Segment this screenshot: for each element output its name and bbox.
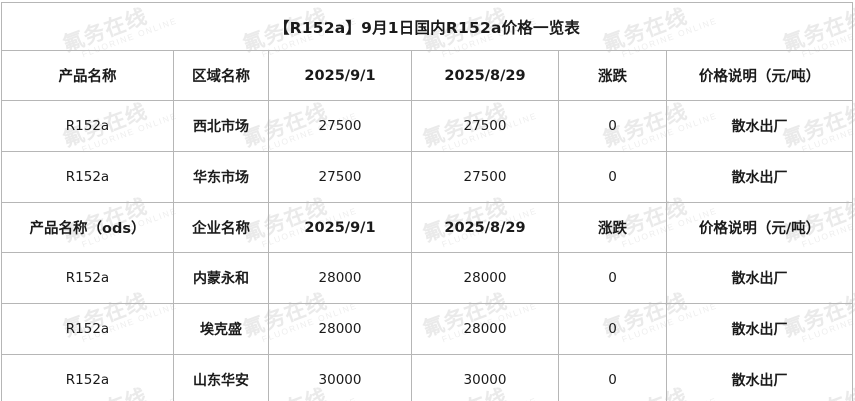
cell-price-previous: 30000 <box>411 354 559 401</box>
cell-company-name: 内蒙永和 <box>173 252 269 304</box>
cell-region-name: 华东市场 <box>173 151 269 203</box>
cell-price-current: 30000 <box>268 354 412 401</box>
cell-region-name: 西北市场 <box>173 100 269 152</box>
column-header-date-previous: 2025/8/29 <box>411 202 559 253</box>
table-row: R152a 华东市场 27500 27500 0 散水出厂 <box>1 151 854 203</box>
cell-price-note: 散水出厂 <box>665 252 854 304</box>
table-row: R152a 西北市场 27500 27500 0 散水出厂 <box>1 100 854 152</box>
cell-price-note: 散水出厂 <box>665 100 854 152</box>
column-header-price-note: 价格说明（元/吨） <box>665 50 854 101</box>
table-row: R152a 山东华安 30000 30000 0 散水出厂 <box>1 354 854 401</box>
cell-change: 0 <box>558 100 667 152</box>
cell-price-note: 散水出厂 <box>665 354 854 401</box>
cell-price-current: 27500 <box>268 100 412 152</box>
column-header-price-note: 价格说明（元/吨） <box>665 202 854 253</box>
cell-product-name: R152a <box>1 354 174 401</box>
cell-price-current: 27500 <box>268 151 412 203</box>
cell-change: 0 <box>558 354 667 401</box>
cell-product-name: R152a <box>1 303 174 355</box>
table-row: R152a 内蒙永和 28000 28000 0 散水出厂 <box>1 252 854 304</box>
column-header-change: 涨跌 <box>558 202 667 253</box>
cell-change: 0 <box>558 252 667 304</box>
cell-price-previous: 28000 <box>411 252 559 304</box>
column-header-company-name: 企业名称 <box>173 202 269 253</box>
cell-price-current: 28000 <box>268 303 412 355</box>
cell-company-name: 埃克盛 <box>173 303 269 355</box>
cell-price-previous: 27500 <box>411 151 559 203</box>
cell-change: 0 <box>558 303 667 355</box>
cell-product-name: R152a <box>1 252 174 304</box>
table-title-row: 【R152a】9月1日国内R152a价格一览表 <box>0 2 854 51</box>
cell-product-name: R152a <box>1 151 174 203</box>
table-row: R152a 埃克盛 28000 28000 0 散水出厂 <box>1 303 854 355</box>
column-header-product-name: 产品名称 <box>1 50 174 101</box>
cell-product-name: R152a <box>1 100 174 152</box>
column-header-region-name: 区域名称 <box>173 50 269 101</box>
table-header-row-1: 产品名称 区域名称 2025/9/1 2025/8/29 涨跌 价格说明（元/吨… <box>1 50 854 101</box>
cell-price-note: 散水出厂 <box>665 151 854 203</box>
column-header-date-previous: 2025/8/29 <box>411 50 559 101</box>
column-header-change: 涨跌 <box>558 50 667 101</box>
cell-price-previous: 28000 <box>411 303 559 355</box>
column-header-date-current: 2025/9/1 <box>268 202 412 253</box>
cell-change: 0 <box>558 151 667 203</box>
cell-price-note: 散水出厂 <box>665 303 854 355</box>
column-header-date-current: 2025/9/1 <box>268 50 412 101</box>
table-header-row-2: 产品名称（ods） 企业名称 2025/9/1 2025/8/29 涨跌 价格说… <box>1 202 854 253</box>
cell-company-name: 山东华安 <box>173 354 269 401</box>
column-header-product-name-ods: 产品名称（ods） <box>1 202 174 253</box>
cell-price-current: 28000 <box>268 252 412 304</box>
cell-price-previous: 27500 <box>411 100 559 152</box>
page-title: 【R152a】9月1日国内R152a价格一览表 <box>0 2 854 51</box>
